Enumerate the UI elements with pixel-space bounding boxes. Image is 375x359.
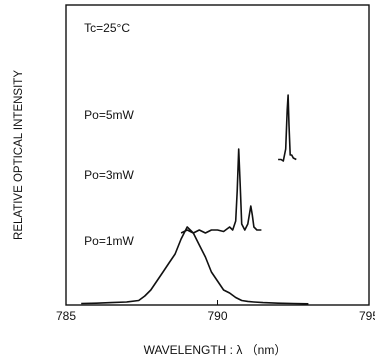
- annotation-label-4: Po=1mW: [84, 234, 134, 248]
- series-line-1: [278, 94, 297, 162]
- y-axis-label: RELATIVE OPTICAL INTENSITY: [13, 70, 25, 240]
- x-tick-label-785: 785: [56, 309, 76, 323]
- plot-frame: [65, 4, 370, 306]
- annotations-layer: Tc=25°C Po=5mW Po=3mW Po=1mW: [84, 21, 134, 248]
- series-line-3: [81, 226, 309, 305]
- series-line-2: [180, 148, 262, 234]
- annotation-label-2: Po=5mW: [84, 108, 134, 122]
- x-tick-label-795: 795: [359, 309, 375, 323]
- series-layer: [81, 94, 309, 305]
- annotation-label-3: Po=3mW: [84, 168, 134, 182]
- x-axis-label: WAVELENGTH : λ （nm）: [144, 343, 287, 357]
- x-tick-label-790: 790: [207, 309, 227, 323]
- x-axis-ticks: 785 790 795: [56, 300, 375, 323]
- annotation-label-1: Tc=25°C: [84, 21, 130, 35]
